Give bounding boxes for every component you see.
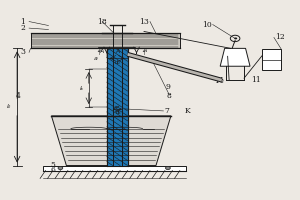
Text: 7: 7 [164,107,169,115]
Text: lₖ: lₖ [80,86,84,91]
Text: 9: 9 [166,83,170,91]
Text: 12: 12 [275,33,285,41]
Text: A: A [115,49,119,54]
Bar [107,48,128,166]
Text: 5: 5 [50,161,56,169]
Text: 6: 6 [50,166,56,174]
Text: 2: 2 [20,24,25,32]
Text: 10: 10 [202,21,211,29]
Bar [107,48,128,166]
Text: dₖ: dₖ [116,110,122,115]
Text: 11: 11 [251,76,261,84]
Circle shape [58,166,63,170]
Polygon shape [220,48,250,66]
Bar [262,49,281,70]
Text: a: a [94,56,98,61]
Polygon shape [52,116,171,166]
Text: ↑: ↑ [142,51,146,56]
Text: 18: 18 [97,18,107,26]
Text: A: A [100,49,104,54]
Text: 13: 13 [139,18,149,26]
Text: K: K [184,107,190,115]
Text: ↑: ↑ [97,51,101,56]
Text: d₀: d₀ [114,60,120,65]
Text: 1: 1 [20,18,25,26]
Bar [43,166,186,171]
Text: 14: 14 [214,77,224,85]
Text: 4: 4 [16,92,20,100]
Circle shape [166,166,170,170]
Text: A: A [97,48,101,53]
Text: l₀: l₀ [7,104,11,109]
Text: A: A [142,48,146,53]
Text: 8: 8 [167,92,172,100]
Text: 3: 3 [20,48,25,56]
Bar [31,33,180,48]
Circle shape [234,37,237,39]
